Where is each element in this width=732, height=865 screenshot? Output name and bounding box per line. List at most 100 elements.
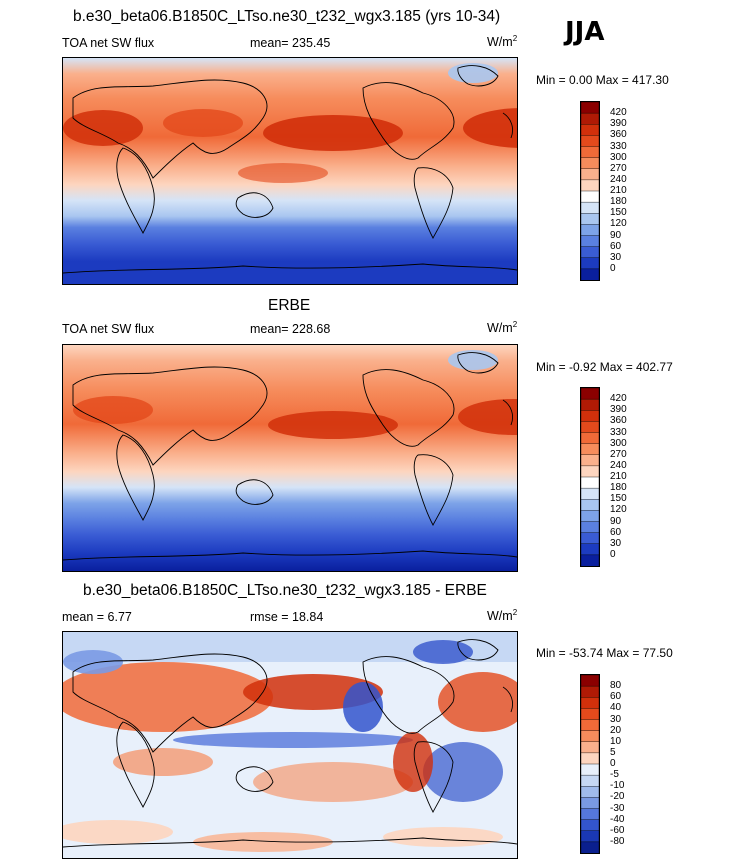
colorbar-swatch [581, 697, 599, 710]
colorbar-tick-label: 5 [610, 746, 616, 758]
colorbar-tick-label: 420 [610, 107, 627, 119]
panel3-rmse-label: rmse = 18.84 [250, 610, 324, 624]
colorbar-swatch [581, 499, 599, 512]
colorbar-tick-label: 210 [610, 471, 627, 482]
colorbar-swatch [581, 179, 599, 192]
colorbar-tick-label: 240 [610, 459, 627, 471]
colorbar-tick-label: 270 [610, 448, 627, 460]
colorbar-tick-label: 390 [610, 404, 627, 416]
colorbar-tick-label: 30 [610, 537, 622, 549]
colorbar-tick-label: 180 [610, 196, 627, 208]
colorbar-swatch [581, 510, 599, 523]
colorbar-tick-label: 0 [610, 262, 616, 274]
colorbar-swatch [581, 487, 599, 500]
colorbar-swatch [581, 719, 599, 732]
colorbar-tick-label: 20 [610, 724, 622, 736]
panel1-map [62, 57, 518, 285]
colorbar-swatch [581, 201, 599, 214]
colorbar-tick-label: 80 [610, 680, 622, 692]
colorbar-tick-label: 300 [610, 437, 627, 449]
colorbar-swatch [581, 432, 599, 445]
colorbar-swatch [581, 168, 599, 181]
colorbar-swatch [581, 213, 599, 226]
colorbar-tick-label: -10 [610, 780, 625, 792]
colorbar-tick-label: 60 [610, 526, 622, 538]
colorbar-swatch [581, 454, 599, 467]
panel2-title: ERBE [268, 297, 311, 314]
panel2-variable-label: TOA net SW flux [62, 322, 155, 336]
colorbar-tick-label: 30 [610, 251, 622, 263]
colorbar-swatch [581, 685, 599, 698]
panel2-map [62, 344, 518, 572]
colorbar-swatch [581, 521, 599, 534]
colorbar-tick-label: 330 [610, 140, 627, 152]
colorbar-swatch [581, 841, 599, 853]
colorbar-tick-label: 180 [610, 482, 627, 494]
colorbar-swatch [581, 730, 599, 743]
panel3-range: Min = -53.74 Max = 77.50 [536, 646, 673, 660]
colorbar-swatch [581, 774, 599, 787]
panel1-range: Min = 0.00 Max = 417.30 [536, 73, 669, 87]
panel1-units: W/m2 [487, 34, 518, 50]
colorbar-tick-label: -30 [610, 802, 625, 814]
colorbar-tick-label: 120 [610, 218, 627, 230]
panel2-units: W/m2 [487, 320, 518, 336]
panel3-colorbar [580, 674, 600, 854]
colorbar-tick-label: 240 [610, 173, 627, 185]
panel1-title: b.e30_beta06.B1850C_LTso.ne30_t232_wgx3.… [73, 8, 501, 25]
colorbar-swatch [581, 763, 599, 776]
colorbar-swatch [581, 443, 599, 456]
colorbar-swatch [581, 235, 599, 248]
panel2-colorbar [580, 387, 600, 567]
colorbar-tick-label: 10 [610, 735, 622, 747]
colorbar-swatch [581, 532, 599, 545]
colorbar-tick-label: -60 [610, 824, 625, 836]
colorbar-tick-label: 60 [610, 691, 622, 703]
colorbar-tick-label: 40 [610, 702, 622, 714]
colorbar-tick-label: -80 [610, 835, 625, 847]
colorbar-tick-label: 150 [610, 207, 627, 219]
colorbar-swatch [581, 741, 599, 754]
colorbar-tick-label: 210 [610, 185, 627, 196]
panel3-map [62, 631, 518, 859]
colorbar-swatch [581, 797, 599, 810]
colorbar-swatch [581, 421, 599, 434]
colorbar-swatch [581, 543, 599, 556]
colorbar-tick-label: -5 [610, 769, 619, 781]
colorbar-tick-label: 0 [610, 758, 616, 769]
colorbar-swatch [581, 398, 599, 411]
panel3-mean-label: mean = 6.77 [62, 610, 132, 624]
colorbar-swatch [581, 124, 599, 137]
colorbar-swatch [581, 752, 599, 765]
colorbar-swatch [581, 786, 599, 799]
colorbar-swatch [581, 112, 599, 125]
panel1-variable-label: TOA net SW flux [62, 36, 155, 50]
season-label: JJA [565, 17, 605, 47]
colorbar-swatch [581, 465, 599, 478]
colorbar-tick-label: 90 [610, 515, 622, 527]
colorbar-swatch [581, 246, 599, 259]
colorbar-tick-label: 120 [610, 504, 627, 516]
colorbar-swatch [581, 157, 599, 170]
colorbar-tick-label: -20 [610, 791, 625, 803]
colorbar-tick-label: 390 [610, 118, 627, 130]
colorbar-swatch [581, 476, 599, 489]
colorbar-swatch [581, 190, 599, 203]
colorbar-tick-label: 360 [610, 415, 627, 427]
colorbar-tick-label: 360 [610, 129, 627, 141]
colorbar-swatch [581, 257, 599, 270]
colorbar-swatch [581, 410, 599, 423]
panel1-mean-label: mean= 235.45 [250, 36, 331, 50]
colorbar-swatch [581, 224, 599, 237]
colorbar-swatch [581, 808, 599, 821]
panel2-range: Min = -0.92 Max = 402.77 [536, 360, 673, 374]
panel1-colorbar [580, 101, 600, 281]
colorbar-tick-label: 150 [610, 493, 627, 505]
colorbar-tick-label: 270 [610, 162, 627, 174]
colorbar-tick-label: 30 [610, 713, 622, 725]
colorbar-tick-label: 60 [610, 240, 622, 252]
colorbar-tick-label: 420 [610, 393, 627, 405]
colorbar-tick-label: -40 [610, 813, 625, 825]
colorbar-tick-label: 300 [610, 151, 627, 163]
colorbar-tick-label: 90 [610, 229, 622, 241]
